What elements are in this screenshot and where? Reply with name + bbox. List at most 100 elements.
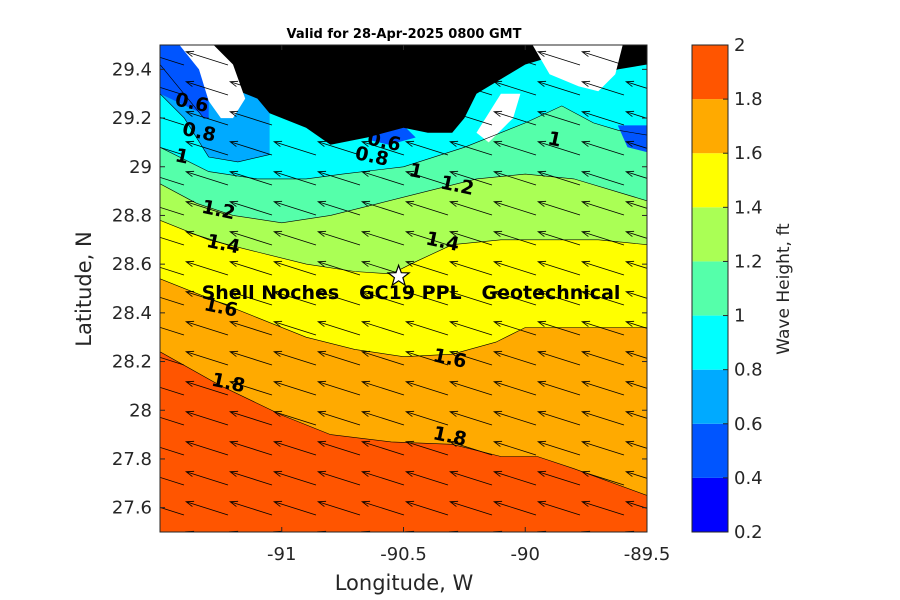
x-tick-label: -89.5: [624, 544, 671, 565]
wave-arrow: [273, 110, 317, 126]
wave-arrow: [317, 380, 361, 396]
wave-arrow: [405, 440, 449, 456]
wave-arrow: [317, 170, 361, 186]
wave-arrow: [537, 440, 581, 456]
wave-arrow: [160, 176, 185, 186]
wave-arrow: [625, 200, 647, 209]
wave-arrow: [537, 530, 547, 532]
wave-arrow: [449, 410, 493, 426]
wave-arrow: [449, 200, 493, 216]
wave-arrow: [493, 440, 537, 456]
wave-arrow: [493, 410, 537, 426]
wave-arrow: [273, 440, 317, 456]
wave-arrow: [229, 260, 273, 276]
wave-arrow: [160, 356, 185, 366]
wave-arrow: [142, 531, 184, 545]
y-tick-label: 28.4: [112, 303, 152, 324]
wave-arrow: [361, 320, 405, 336]
y-tick-label: 28: [129, 400, 152, 421]
colorbar-swatch: [692, 261, 728, 316]
wave-arrow: [405, 350, 449, 366]
wave-arrow: [317, 290, 361, 306]
wave-arrow: [493, 80, 537, 96]
wave-arrow: [361, 50, 405, 66]
wave-arrow: [625, 380, 647, 389]
wave-arrow: [361, 470, 405, 486]
wave-arrow: [537, 320, 581, 336]
y-tick-label: 28.6: [112, 254, 152, 275]
colorbar-tick-label: 0.8: [734, 360, 763, 381]
wave-arrow: [185, 260, 229, 276]
x-tick-label: -90: [511, 544, 540, 565]
wave-arrow: [405, 380, 449, 396]
colorbar-tick-label: 1.4: [734, 197, 763, 218]
wave-arrow: [625, 290, 647, 299]
contour-line-1.8: [160, 351, 647, 496]
wave-arrow: [273, 320, 317, 336]
wave-arrow: [160, 86, 185, 96]
wave-arrow: [185, 350, 229, 366]
wave-arrow: [493, 230, 537, 246]
wave-arrow: [185, 470, 229, 486]
wave-arrow: [625, 320, 647, 329]
site-label: Shell Noches GC19 PPL Geotechnical: [202, 282, 621, 304]
wave-arrow: [229, 350, 273, 366]
wave-arrow: [537, 410, 581, 426]
wave-arrow: [493, 350, 537, 366]
wave-arrow: [493, 50, 537, 66]
wave-arrow: [229, 230, 273, 246]
wave-arrow: [185, 110, 229, 126]
wave-arrow: [449, 170, 493, 186]
wave-arrow: [185, 290, 229, 306]
colorbar-label: Wave Height, ft: [774, 223, 794, 355]
wave-arrow: [361, 500, 405, 516]
colorbar-tick-label: 2: [734, 35, 745, 56]
wave-arrow: [581, 320, 625, 336]
wave-arrow: [449, 230, 493, 246]
wave-arrow: [361, 110, 405, 126]
wave-arrow: [185, 170, 229, 186]
wave-arrow: [185, 530, 195, 532]
wave-arrow: [537, 200, 581, 216]
wave-arrow: [273, 80, 317, 96]
wave-arrow: [581, 470, 625, 486]
wave-arrow: [229, 320, 273, 336]
wave-arrow: [185, 500, 229, 516]
wave-arrow: [160, 416, 185, 426]
wave-arrow: [405, 410, 449, 426]
wave-arrow: [405, 290, 449, 306]
wave-arrow: [273, 200, 317, 216]
wave-arrow: [449, 470, 493, 486]
wave-arrow: [537, 110, 581, 126]
wave-arrow: [493, 140, 537, 156]
colorbar-tick-label: 1.6: [734, 143, 763, 164]
wave-arrow: [538, 21, 580, 35]
wave-arrow: [581, 530, 591, 532]
wave-arrow: [537, 380, 581, 396]
wave-arrow: [581, 170, 625, 186]
wave-arrow: [160, 146, 185, 156]
wave-arrow: [361, 290, 405, 306]
wave-arrow: [405, 260, 449, 276]
wave-arrow: [493, 530, 503, 532]
wave-arrow: [405, 170, 449, 186]
wave-arrow: [625, 230, 647, 239]
wave-arrow: [405, 200, 449, 216]
wave-arrow: [361, 440, 405, 456]
x-tick-label: -90.5: [380, 544, 427, 565]
chart-title: Valid for 28-Apr-2025 0800 GMT: [287, 27, 522, 42]
wave-arrow: [317, 200, 361, 216]
wave-arrow: [449, 80, 493, 96]
wave-arrow: [537, 80, 581, 96]
wave-arrow: [317, 530, 327, 532]
wave-arrow: [317, 500, 361, 516]
wave-arrow: [537, 50, 581, 66]
wave-arrow: [98, 21, 140, 35]
wave-arrow: [160, 386, 185, 396]
colorbar: 0.2 0.4 0.6 0.8 1 1.2 1.4 1.6 1.8 2: [691, 35, 763, 543]
wave-arrow: [625, 140, 647, 149]
wave-arrow: [449, 530, 459, 532]
wave-arrow: [405, 320, 449, 336]
colorbar-swatch: [692, 369, 728, 424]
